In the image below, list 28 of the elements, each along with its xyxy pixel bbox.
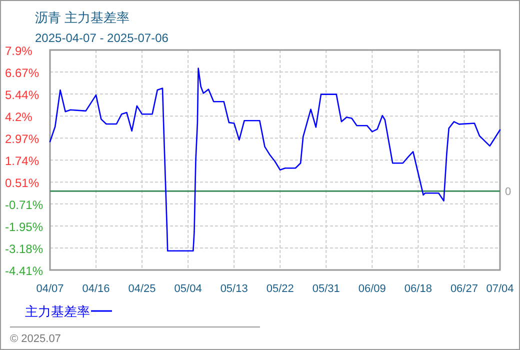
y-tick-label: 0.51% [5,176,40,190]
x-tick-label: 07/04 [486,283,514,295]
x-tick-label: 05/22 [266,283,294,295]
y-tick-label: -3.18% [5,242,44,256]
chart-subtitle: 2025-04-07 - 2025-07-06 [35,31,169,45]
text: © 2025.07 [10,333,61,345]
x-tick-label: 05/31 [312,283,340,295]
chart-title: 沥青 主力基差率 [35,10,130,25]
line-series [49,68,501,252]
x-tick-label: 06/18 [404,283,432,295]
x-tick-label: 04/07 [36,283,64,295]
y-tick-label: -1.95% [5,220,44,234]
x-tick-label: 05/04 [174,283,202,295]
ref-line-label: 0 [505,186,512,198]
x-tick-label: 05/13 [220,283,248,295]
y-tick-label: 1.74% [5,154,40,168]
y-tick-label: -0.71% [5,198,44,212]
x-tick-label: 04/25 [128,283,156,295]
y-tick-label: 2.97% [5,132,40,146]
y-tick-label: 5.44% [5,88,40,102]
y-tick-label: 6.67% [5,66,40,80]
x-tick-label: 06/27 [450,283,478,295]
y-tick-label: 7.9% [5,44,33,58]
y-tick-label: 4.2% [5,110,33,124]
x-tick-label: 04/16 [82,283,110,295]
x-tick-label: 06/09 [358,283,386,295]
y-tick-label: -4.41% [5,264,44,278]
legend-label: 主力基差率 [25,304,90,319]
